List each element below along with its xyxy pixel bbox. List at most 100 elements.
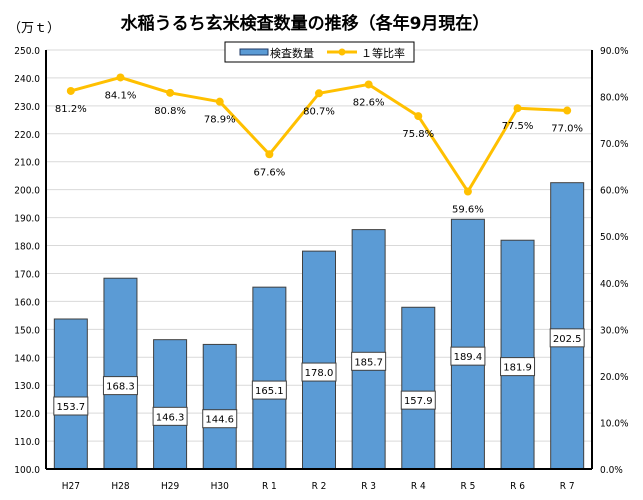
- bar-label: 189.4: [454, 352, 483, 363]
- line-label: 84.1%: [105, 90, 137, 101]
- x-tick-label: R 5: [460, 481, 475, 492]
- x-tick-label: H27: [62, 481, 80, 492]
- line-data-labels: 81.2% 84.1% 80.8% 78.9% 67.6% 80.7% 82.6% 75.8%…: [55, 90, 583, 215]
- line-label: 75.8%: [402, 129, 434, 140]
- right-tick-label: 40.0%: [600, 279, 629, 290]
- line-point: [116, 73, 125, 82]
- legend-bar-swatch: [239, 48, 269, 56]
- bar-data-labels: 153.7 168.3 146.3 144.6 165.1 178.0 185.7 157.9…: [53, 328, 585, 429]
- bar-label-box: [202, 409, 238, 429]
- left-tick-label: 150.0: [14, 325, 40, 336]
- axes: [45, 50, 593, 470]
- left-tick-label: 110.0: [14, 437, 40, 448]
- line-point: [513, 104, 522, 113]
- left-tick-label: 140.0: [14, 353, 40, 364]
- x-axis-ticks: H27 H28 H29 H30 R 1 R 2 R 3 R 4 R 5 R 6 R 7: [62, 481, 575, 492]
- line-point: [66, 86, 75, 95]
- left-axis-ticks: 100.0 110.0 120.0 130.0 140.0 150.0 160.0 170.0…: [14, 46, 40, 476]
- line-point: [166, 88, 175, 97]
- bar-label-box: [102, 376, 138, 396]
- line-point: [463, 187, 472, 196]
- bar-label-box: [251, 380, 287, 400]
- x-tick-label: R 2: [312, 481, 327, 492]
- left-tick-label: 250.0: [14, 46, 40, 57]
- bar: [450, 218, 485, 470]
- line-label: 82.6%: [353, 97, 385, 108]
- line-point: [364, 80, 373, 89]
- line-label: 67.6%: [253, 167, 285, 178]
- line-point: [265, 150, 274, 159]
- line-label: 80.8%: [154, 106, 186, 117]
- legend-label-bar: 検査数量: [270, 46, 314, 60]
- left-tick-label: 230.0: [14, 102, 40, 113]
- left-tick-label: 160.0: [14, 297, 40, 308]
- right-tick-label: 60.0%: [600, 186, 629, 197]
- bar: [500, 239, 535, 470]
- line-label: 80.7%: [303, 106, 335, 117]
- left-tick-label: 240.0: [14, 74, 40, 85]
- bar-label-box: [152, 406, 188, 426]
- right-tick-label: 20.0%: [600, 372, 629, 383]
- x-tick-label: H30: [211, 481, 229, 492]
- bar: [202, 343, 237, 470]
- legend-line-marker: [338, 48, 346, 56]
- bar: [252, 286, 287, 470]
- x-tick-label: R 4: [411, 481, 426, 492]
- bar-label-box: [500, 357, 536, 377]
- left-tick-label: 180.0: [14, 242, 40, 253]
- line-point: [563, 106, 572, 115]
- bar-label: 157.9: [404, 396, 433, 407]
- line-label: 81.2%: [55, 104, 87, 115]
- x-tick-label: H28: [111, 481, 129, 492]
- line-point: [215, 97, 224, 106]
- bar-label-box: [400, 390, 436, 410]
- legend-box: [224, 41, 415, 63]
- line-series: [66, 73, 572, 196]
- right-tick-label: 90.0%: [600, 46, 629, 57]
- right-tick-label: 80.0%: [600, 93, 629, 104]
- bar-label-box: [351, 351, 387, 371]
- y-axis-unit-label: （万ｔ）: [8, 21, 61, 36]
- bar: [401, 306, 436, 470]
- left-tick-label: 120.0: [14, 409, 40, 420]
- left-tick-label: 130.0: [14, 381, 40, 392]
- bar-label: 165.1: [255, 386, 284, 397]
- right-tick-label: 70.0%: [600, 139, 629, 150]
- x-tick-label: R 6: [510, 481, 525, 492]
- bar-label: 178.0: [305, 368, 334, 379]
- bar-label-box: [450, 346, 486, 366]
- right-tick-label: 50.0%: [600, 232, 629, 243]
- bar-label: 144.6: [205, 415, 234, 426]
- chart-title: 水稲うるち玄米検査数量の推移（各年9月現在）: [120, 14, 490, 34]
- bar-label: 202.5: [553, 334, 582, 345]
- left-tick-label: 170.0: [14, 269, 40, 280]
- bar: [550, 182, 585, 470]
- right-tick-label: 30.0%: [600, 325, 629, 336]
- legend: 検査数量 １等比率: [224, 41, 415, 63]
- bar: [302, 250, 336, 470]
- bar: [351, 229, 386, 470]
- bar-label-box: [549, 328, 585, 348]
- line-label: 77.0%: [551, 124, 583, 135]
- left-tick-label: 200.0: [14, 186, 40, 197]
- right-axis-ticks: 0.0% 10.0% 20.0% 30.0% 40.0% 50.0% 60.0% 70.0% 8…: [600, 46, 629, 476]
- line-point: [414, 112, 423, 121]
- left-tick-label: 220.0: [14, 130, 40, 141]
- bar: [153, 339, 188, 470]
- left-tick-label: 100.0: [14, 465, 40, 476]
- bar-label: 153.7: [56, 402, 85, 413]
- line-point: [315, 89, 323, 98]
- x-tick-label: H29: [161, 481, 179, 492]
- bar: [103, 277, 138, 470]
- line-label: 59.6%: [452, 205, 484, 216]
- right-tick-label: 0.0%: [600, 465, 623, 476]
- x-tick-label: R 3: [361, 481, 376, 492]
- x-tick-label: R 1: [262, 481, 277, 492]
- bar-label-box: [301, 362, 337, 382]
- bar-label: 146.3: [156, 412, 185, 423]
- bar-label: 181.9: [503, 363, 532, 374]
- line-label: 78.9%: [204, 115, 236, 126]
- right-tick-label: 10.0%: [600, 418, 629, 429]
- left-tick-label: 190.0: [14, 214, 40, 225]
